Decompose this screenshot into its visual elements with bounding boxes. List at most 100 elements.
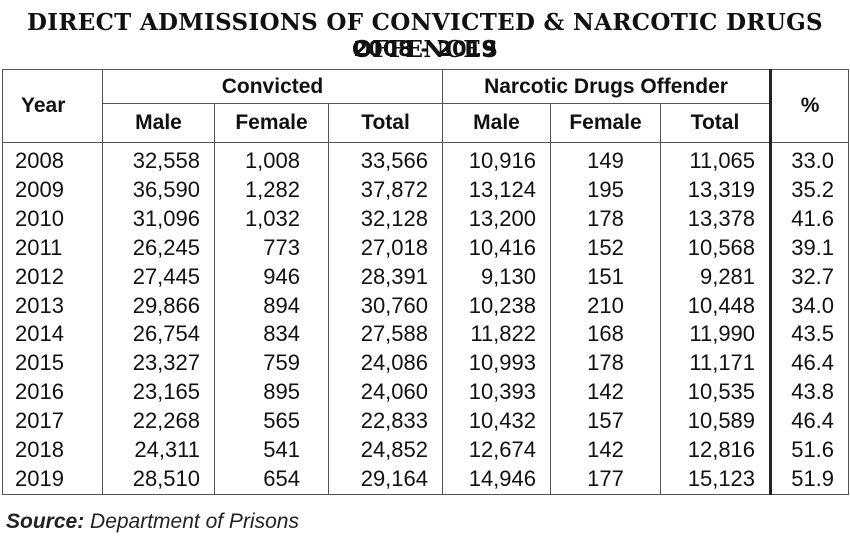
cell-year: 2009: [2, 175, 103, 205]
cell-percent: 46.4: [769, 407, 850, 437]
cell-convicted-male: 26,754: [102, 320, 215, 350]
cell-percent: 51.6: [769, 436, 850, 465]
table-row: 2015 23,327 759 24,086 10,993 178 11,171 46.4: [2, 349, 850, 379]
header-convicted-female: Female: [214, 103, 329, 143]
cell-percent: 34.0: [769, 291, 850, 321]
table-row: 2008 32,558 1,008 33,566 10,916 149 11,065 33.0: [2, 142, 850, 176]
cell-convicted-male: 28,510: [102, 464, 215, 495]
table-row: 2016 23,165 895 24,060 10,393 142 10,535 43.8: [2, 378, 850, 408]
cell-narcotic-female: 142: [550, 378, 661, 408]
cell-convicted-total: 24,852: [328, 436, 443, 465]
cell-percent: 43.8: [769, 378, 850, 408]
cell-convicted-female: 1,032: [214, 204, 329, 234]
cell-narcotic-female: 149: [550, 142, 661, 176]
cell-year: 2010: [2, 204, 103, 234]
cell-convicted-total: 30,760: [328, 291, 443, 321]
header-narcotic: Narcotic Drugs Offender: [441, 69, 772, 104]
cell-narcotic-total: 11,171: [659, 349, 772, 379]
cell-year: 2017: [2, 407, 103, 437]
cell-convicted-male: 26,245: [102, 233, 215, 263]
cell-convicted-male: 23,165: [102, 378, 215, 408]
cell-narcotic-total: 10,568: [659, 233, 772, 263]
header-percent: %: [769, 69, 850, 143]
cell-percent: 39.1: [769, 233, 850, 263]
cell-convicted-total: 29,164: [328, 464, 443, 495]
table-row: 2012 27,445 946 28,391 9,130 151 9,281 32.7: [2, 262, 850, 292]
table-row: 2009 36,590 1,282 37,872 13,124 195 13,319 35.2: [2, 175, 850, 205]
cell-narcotic-total: 10,589: [659, 407, 772, 437]
cell-year: 2015: [2, 349, 103, 379]
cell-narcotic-total: 10,535: [659, 378, 772, 408]
cell-convicted-male: 23,327: [102, 349, 215, 379]
header-narcotic-male: Male: [442, 103, 551, 143]
header-convicted: Convicted: [102, 69, 443, 104]
cell-percent: 41.6: [769, 204, 850, 234]
cell-convicted-male: 29,866: [102, 291, 215, 321]
table-subtitle-years: 2008 - 2019: [353, 37, 497, 61]
source-note: Source: Department of Prisons: [6, 510, 299, 534]
cell-narcotic-male: 12,674: [442, 436, 551, 465]
cell-narcotic-total: 13,319: [659, 175, 772, 205]
table-row: 2010 31,096 1,032 32,128 13,200 178 13,378 41.6: [2, 204, 850, 234]
cell-narcotic-female: 178: [550, 204, 661, 234]
cell-narcotic-female: 157: [550, 407, 661, 437]
admissions-table: Year Convicted Narcotic Drugs Offender %…: [2, 69, 850, 495]
cell-convicted-male: 36,590: [102, 175, 215, 205]
cell-convicted-female: 894: [214, 291, 329, 321]
cell-convicted-female: 946: [214, 262, 329, 292]
table-row: 2013 29,866 894 30,760 10,238 210 10,448 34.0: [2, 291, 850, 321]
cell-narcotic-male: 11,822: [442, 320, 551, 350]
cell-year: 2011: [2, 233, 103, 263]
cell-percent: 43.5: [769, 320, 850, 350]
cell-narcotic-female: 142: [550, 436, 661, 465]
cell-convicted-female: 834: [214, 320, 329, 350]
cell-convicted-male: 22,268: [102, 407, 215, 437]
cell-narcotic-total: 12,816: [659, 436, 772, 465]
cell-year: 2016: [2, 378, 103, 408]
cell-convicted-male: 27,445: [102, 262, 215, 292]
header-narcotic-total: Total: [659, 103, 772, 143]
cell-convicted-female: 654: [214, 464, 329, 495]
cell-convicted-total: 27,018: [328, 233, 443, 263]
header-convicted-total: Total: [328, 103, 443, 143]
cell-narcotic-female: 152: [550, 233, 661, 263]
cell-narcotic-total: 15,123: [659, 464, 772, 495]
header-narcotic-female: Female: [550, 103, 661, 143]
cell-narcotic-female: 151: [550, 262, 661, 292]
cell-convicted-male: 32,558: [102, 142, 215, 176]
cell-convicted-female: 773: [214, 233, 329, 263]
cell-convicted-total: 24,086: [328, 349, 443, 379]
table-row: 2019 28,510 654 29,164 14,946 177 15,123 51.9: [2, 464, 850, 495]
cell-convicted-female: 565: [214, 407, 329, 437]
cell-narcotic-male: 10,916: [442, 142, 551, 176]
cell-narcotic-male: 10,238: [442, 291, 551, 321]
cell-convicted-female: 1,282: [214, 175, 329, 205]
cell-narcotic-male: 13,200: [442, 204, 551, 234]
cell-narcotic-male: 14,946: [442, 464, 551, 495]
cell-convicted-total: 27,588: [328, 320, 443, 350]
cell-narcotic-male: 10,416: [442, 233, 551, 263]
cell-convicted-female: 1,008: [214, 142, 329, 176]
cell-narcotic-total: 11,990: [659, 320, 772, 350]
cell-year: 2019: [2, 464, 103, 495]
cell-year: 2018: [2, 436, 103, 465]
cell-year: 2013: [2, 291, 103, 321]
cell-convicted-total: 24,060: [328, 378, 443, 408]
cell-convicted-total: 32,128: [328, 204, 443, 234]
cell-narcotic-total: 10,448: [659, 291, 772, 321]
cell-narcotic-female: 177: [550, 464, 661, 495]
cell-percent: 35.2: [769, 175, 850, 205]
cell-percent: 51.9: [769, 464, 850, 495]
cell-convicted-total: 22,833: [328, 407, 443, 437]
cell-convicted-female: 895: [214, 378, 329, 408]
header-convicted-male: Male: [102, 103, 215, 143]
cell-narcotic-total: 13,378: [659, 204, 772, 234]
cell-year: 2012: [2, 262, 103, 292]
cell-narcotic-female: 168: [550, 320, 661, 350]
source-text: Department of Prisons: [90, 510, 299, 533]
table-row: 2014 26,754 834 27,588 11,822 168 11,990 43.5: [2, 320, 850, 350]
table-row: 2017 22,268 565 22,833 10,432 157 10,589 46.4: [2, 407, 850, 437]
cell-narcotic-male: 10,993: [442, 349, 551, 379]
cell-convicted-total: 33,566: [328, 142, 443, 176]
header-year: Year: [2, 69, 103, 143]
